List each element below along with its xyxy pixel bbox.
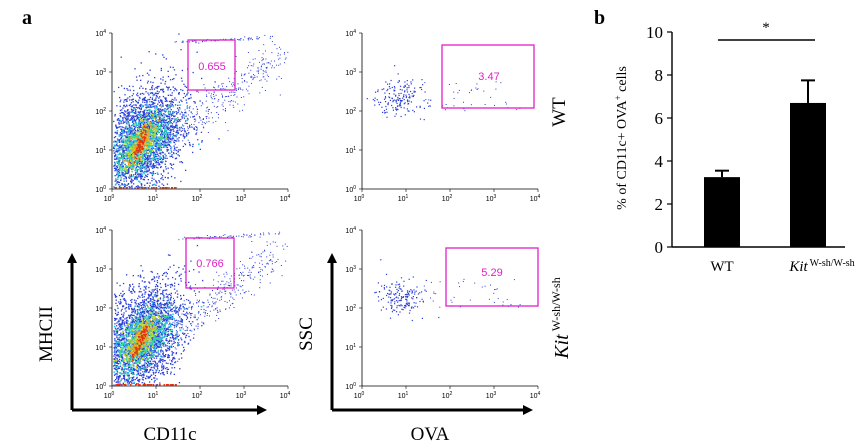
event-dots xyxy=(374,259,521,322)
gate-box xyxy=(185,237,235,289)
y-tick-label: 104 xyxy=(345,29,356,38)
y-tick-label: 100 xyxy=(95,382,106,391)
x-tick-label: 103 xyxy=(236,194,247,203)
x-tick-label: 101 xyxy=(398,391,409,400)
bar-category-label: WT xyxy=(710,259,733,275)
event-dots xyxy=(113,33,289,190)
x-tick-label: 101 xyxy=(398,194,409,203)
x-tick-label: 102 xyxy=(192,391,203,400)
bar-y-tick-label: 2 xyxy=(655,195,664,214)
y-tick-label: 103 xyxy=(345,265,356,274)
x-tick-label: 102 xyxy=(192,194,203,203)
x-tick-label: 104 xyxy=(530,391,541,400)
x-tick-label: 100 xyxy=(354,194,365,203)
x-tick-label: 101 xyxy=(148,194,159,203)
x-tick-label: 102 xyxy=(442,194,453,203)
y-tick-label: 101 xyxy=(95,343,106,352)
gate-box xyxy=(441,44,535,109)
bar-y-tick-label: 0 xyxy=(655,238,664,257)
row-label-kit-main: Kit xyxy=(551,334,573,360)
x-tick-label: 104 xyxy=(280,391,291,400)
gate-value: 3.47 xyxy=(478,71,499,83)
bar-y-tick-label: 6 xyxy=(655,109,664,128)
gate-box xyxy=(187,39,236,91)
y-tick-label: 100 xyxy=(345,382,356,391)
y-tick-label: 100 xyxy=(345,185,356,194)
y-tick-label: 101 xyxy=(95,146,106,155)
bar-category-label: Kit W-sh/W-sh xyxy=(788,258,854,275)
bar xyxy=(790,102,826,247)
row-label-kit: Kit W-sh/W-sh xyxy=(549,277,573,359)
y-tick-label: 103 xyxy=(345,68,356,77)
x-tick-label: 103 xyxy=(486,194,497,203)
row-label-wt: WT xyxy=(549,97,570,127)
x-tick-label: 102 xyxy=(442,391,453,400)
y-tick-label: 103 xyxy=(95,265,106,274)
panel-b-label: b xyxy=(594,7,605,29)
x-tick-label: 100 xyxy=(354,391,365,400)
gate-box xyxy=(445,247,539,307)
y-tick-label: 103 xyxy=(95,68,106,77)
x-tick-label: 103 xyxy=(236,391,247,400)
event-dots xyxy=(113,231,288,387)
gate-value: 0.655 xyxy=(198,61,226,73)
y-tick-label: 102 xyxy=(345,107,356,116)
mhcii-label: MHCII xyxy=(36,306,57,362)
row-label-kit-sup: W-sh/W-sh xyxy=(549,277,563,331)
x-tick-label: 104 xyxy=(280,194,291,203)
x-tick-label: 100 xyxy=(104,194,115,203)
x-tick-label: 101 xyxy=(148,391,159,400)
gate-value: 0.766 xyxy=(196,258,224,270)
y-tick-label: 104 xyxy=(95,226,106,235)
x-tick-label: 100 xyxy=(104,391,115,400)
x-tick-label: 103 xyxy=(486,391,497,400)
panel-a-label: a xyxy=(22,7,32,29)
bar-chart: 0 2 4 6 8 10 % of CD11c+ OVA+ cells WT Kit W-sh/W… xyxy=(613,20,855,275)
y-tick-label: 101 xyxy=(345,343,356,352)
y-tick-label: 102 xyxy=(95,304,106,313)
x-tick-label: 104 xyxy=(530,194,541,203)
y-tick-label: 104 xyxy=(345,226,356,235)
gate-value: 5.29 xyxy=(481,267,502,279)
cd11c-label: CD11c xyxy=(143,424,196,445)
bar-y-tick-label: 10 xyxy=(646,23,663,42)
flow-plots: 1001001011011021021031031041040.65510010… xyxy=(95,29,540,400)
bar-y-label: % of CD11c+ OVA+ cells xyxy=(613,66,630,210)
y-tick-label: 101 xyxy=(345,146,356,155)
y-tick-label: 100 xyxy=(95,185,106,194)
bar xyxy=(704,177,740,247)
ssc-label: SSC xyxy=(296,317,317,351)
y-tick-label: 102 xyxy=(345,304,356,313)
y-tick-label: 102 xyxy=(95,107,106,116)
bar-y-tick-label: 4 xyxy=(655,152,664,171)
event-dots xyxy=(366,65,521,121)
significance-marker: * xyxy=(762,20,770,36)
ova-label: OVA xyxy=(411,424,450,445)
bar-y-tick-label: 8 xyxy=(655,66,664,85)
y-tick-label: 104 xyxy=(95,29,106,38)
